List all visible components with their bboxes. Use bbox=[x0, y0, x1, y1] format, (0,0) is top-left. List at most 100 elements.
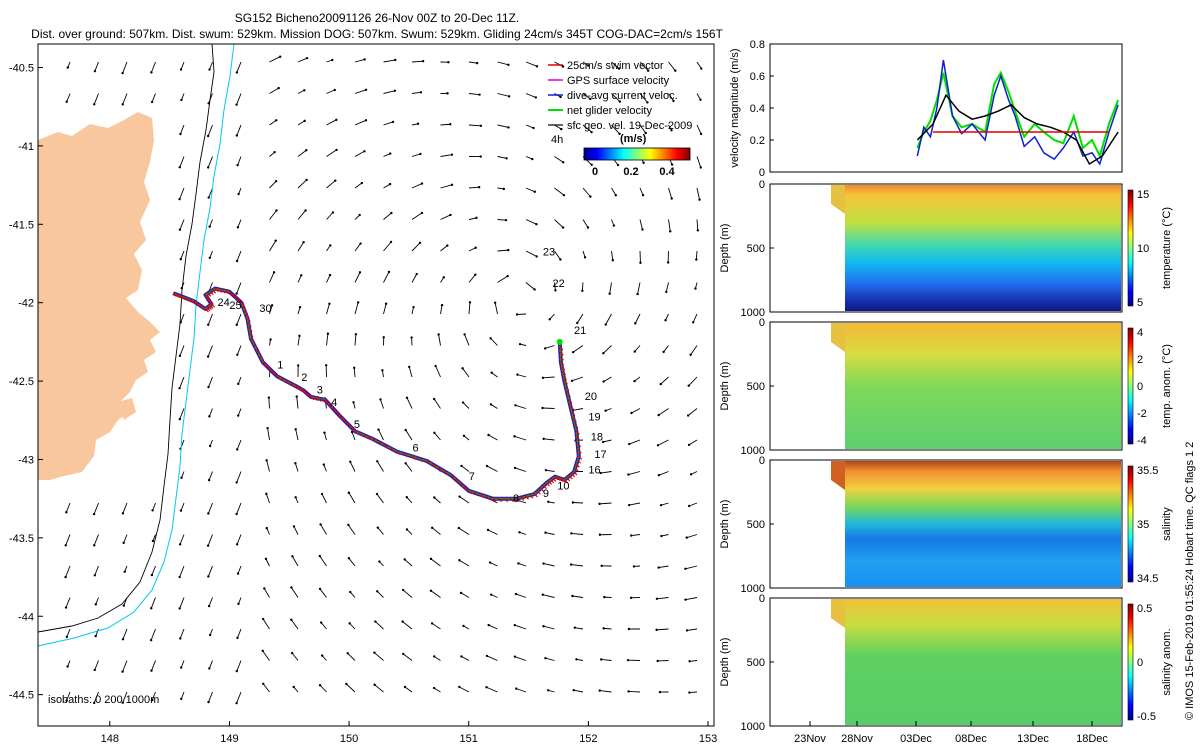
track-day-label: 23 bbox=[543, 247, 555, 259]
colorbar-tick-0: 0 bbox=[592, 166, 598, 178]
map-ytick-label: -42.5 bbox=[9, 376, 34, 388]
isobath-note: isobaths: 0 200 1000m bbox=[48, 694, 159, 706]
map-colorbar bbox=[584, 148, 690, 160]
track-day-label: 24 bbox=[217, 297, 229, 309]
time-tick-label: 28Nov bbox=[841, 733, 873, 745]
track-day-label: 9 bbox=[543, 488, 549, 500]
time-tick-label: 23Nov bbox=[794, 733, 826, 745]
section-ylabel: Depth (m) bbox=[719, 224, 731, 273]
map-ytick-label: -41.5 bbox=[9, 219, 34, 231]
velocity-plot-area bbox=[770, 44, 1122, 172]
map-xtick-label: 148 bbox=[101, 733, 119, 745]
section-cbar-tick: 0 bbox=[1137, 657, 1143, 669]
section-cbar-tick: 0 bbox=[1137, 381, 1143, 393]
map-ytick-label: -42 bbox=[18, 298, 34, 310]
section-cbar-tick: 10 bbox=[1137, 243, 1149, 255]
map-ytick-label: -43.5 bbox=[9, 533, 34, 545]
section-field bbox=[845, 599, 1121, 725]
section-colorbar bbox=[1128, 604, 1133, 720]
section-field bbox=[845, 461, 1121, 587]
section-colorbar bbox=[1128, 466, 1133, 582]
map-xtick-label: 150 bbox=[340, 733, 358, 745]
map-xtick-label: 152 bbox=[579, 733, 597, 745]
section-cbar-tick: 2 bbox=[1137, 354, 1143, 366]
legend-geo-label: sfc geo. vel. 19-Dec-2009 bbox=[567, 120, 692, 132]
time-tick-label: 13Dec bbox=[1017, 733, 1049, 745]
section-ytick-label: 500 bbox=[747, 243, 765, 255]
map-xtick-label: 151 bbox=[460, 733, 478, 745]
track-day-label: 8 bbox=[513, 493, 519, 505]
track-day-label: 30 bbox=[259, 303, 271, 315]
track-day-label: 1 bbox=[277, 360, 283, 372]
section-cbar-label: temperature (°C) bbox=[1161, 207, 1173, 289]
legend-gps-label: GPS surface velocity bbox=[567, 75, 670, 87]
section-cbar-tick: 34.5 bbox=[1137, 573, 1158, 585]
map-xtick-label: 149 bbox=[220, 733, 238, 745]
map-ytick-label: -41 bbox=[18, 141, 34, 153]
time-tick-label: 03Dec bbox=[900, 733, 932, 745]
track-day-label: 7 bbox=[469, 471, 475, 483]
track-day-label: 16 bbox=[588, 465, 600, 477]
section-cbar-tick: 4 bbox=[1137, 327, 1143, 339]
legend-dac-label: dive-avg current veloc. bbox=[567, 90, 678, 102]
section-panels: 0 500 1000 Depth (m) 15 10 5 temperature (°C) 0 5… bbox=[719, 179, 1173, 733]
track-day-label: 10 bbox=[557, 480, 569, 492]
velocity-ytick-label: 0.2 bbox=[750, 135, 765, 147]
time-tick-label: 18Dec bbox=[1076, 733, 1108, 745]
velocity-ytick-label: 0 bbox=[759, 167, 765, 179]
colorbar-label: (m/s) bbox=[620, 133, 647, 145]
map-ytick-label: -43 bbox=[18, 454, 34, 466]
velocity-ytick-label: 0.8 bbox=[750, 39, 765, 51]
section-ylabel: Depth (m) bbox=[719, 362, 731, 411]
section-field bbox=[845, 323, 1121, 449]
section-cbar-tick: 35.5 bbox=[1137, 465, 1158, 477]
section-ylabel: Depth (m) bbox=[719, 638, 731, 687]
velocity-ytick-label: 0.4 bbox=[750, 103, 765, 115]
section-field bbox=[845, 185, 1121, 311]
legend-net-label: net glider velocity bbox=[567, 105, 652, 117]
section-colorbar bbox=[1128, 328, 1133, 444]
section-ytick-label: 0 bbox=[759, 179, 765, 191]
track-day-label: 17 bbox=[594, 449, 606, 461]
track-end-marker bbox=[557, 339, 563, 345]
velocity-ylabel: velocity magnitude (m/s) bbox=[729, 48, 741, 167]
section-cbar-tick: -2 bbox=[1137, 408, 1147, 420]
section-ytick-label: 0 bbox=[759, 317, 765, 329]
time-tick-label: 08Dec bbox=[955, 733, 987, 745]
section-colorbar bbox=[1128, 190, 1133, 306]
section-ylabel: Depth (m) bbox=[719, 500, 731, 549]
track-day-label: 22 bbox=[552, 278, 564, 290]
track-day-label: 19 bbox=[588, 411, 600, 423]
track-day-label: 25 bbox=[229, 300, 241, 312]
section-cbar-tick: -4 bbox=[1137, 435, 1147, 447]
title-line-1: SG152 Bicheno20091126 26-Nov 00Z to 20-D… bbox=[235, 11, 519, 25]
section-cbar-tick: 5 bbox=[1137, 297, 1143, 309]
section-cbar-label: salinity bbox=[1161, 507, 1173, 541]
map-ytick-label: -40.5 bbox=[9, 63, 34, 75]
section-ytick-label: 0 bbox=[759, 593, 765, 605]
section-ytick-label: 500 bbox=[747, 657, 765, 669]
map-xtick-label: 153 bbox=[699, 733, 717, 745]
section-ytick-label: 1000 bbox=[741, 721, 765, 733]
section-cbar-tick: 0.5 bbox=[1137, 603, 1152, 615]
title-line-2: Dist. over ground: 507km. Dist. swum: 52… bbox=[31, 27, 723, 41]
colorbar-tick-2: 0.4 bbox=[659, 166, 675, 178]
track-day-label: 3 bbox=[317, 385, 323, 397]
map-ytick-label: -44.5 bbox=[9, 690, 34, 702]
track-day-label: 2 bbox=[301, 372, 307, 384]
track-day-label: 20 bbox=[585, 391, 597, 403]
side-note: © IMOS 15-Feb-2019 01:55:24 Hobart time.… bbox=[1184, 442, 1196, 720]
track-day-label: 21 bbox=[574, 325, 586, 337]
section-cbar-tick: 15 bbox=[1137, 189, 1149, 201]
map-ytick-label: -44 bbox=[18, 611, 34, 623]
section-ytick-label: 500 bbox=[747, 519, 765, 531]
colorbar-tick-1: 0.2 bbox=[623, 166, 638, 178]
section-cbar-label: temp. anom. (°C) bbox=[1161, 344, 1173, 428]
section-cbar-tick: -0.5 bbox=[1137, 711, 1156, 723]
section-cbar-label: salinity anom. bbox=[1161, 628, 1173, 695]
